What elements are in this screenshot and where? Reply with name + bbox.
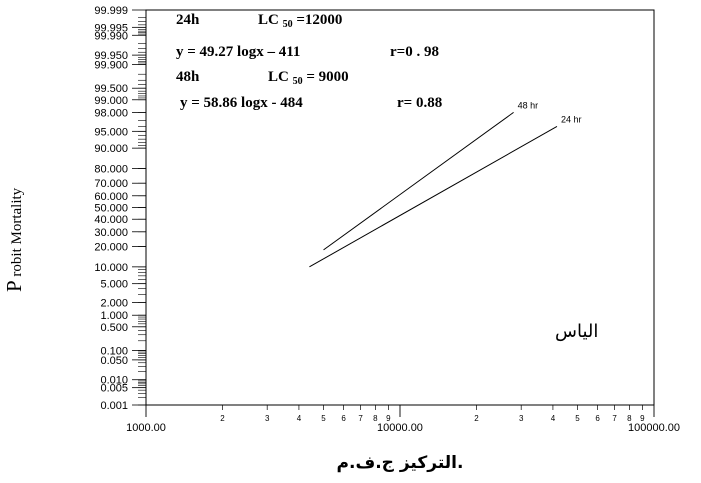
x-minor-tick-label: 7 (358, 414, 363, 423)
y-tick-label: 99.995 (94, 22, 128, 34)
x-axis-label: التركيز ج.ف.م. (337, 453, 464, 473)
y-tick-label: 99.500 (94, 83, 128, 95)
inner-label: الياس (555, 321, 598, 342)
series-label: 48 hr (518, 100, 539, 110)
y-tick-label: 0.100 (100, 346, 128, 358)
y-tick-label: 0.005 (100, 383, 128, 395)
x-minor-tick-label: 2 (220, 414, 225, 423)
series-line (323, 111, 514, 251)
y-tick-label: 80.000 (94, 164, 128, 176)
y-tick-label: 70.000 (94, 178, 128, 190)
x-minor-tick-label: 4 (297, 414, 302, 423)
y-tick-label: 50.000 (94, 203, 128, 215)
y-tick-label: 10.000 (94, 262, 128, 274)
x-minor-tick-label: 5 (575, 414, 580, 423)
x-minor-tick-label: 8 (627, 414, 632, 423)
y-tick-label: 99.000 (94, 95, 128, 107)
x-minor-tick-label: 6 (595, 414, 600, 423)
y-tick-label: 90.000 (94, 143, 128, 155)
y-tick-label: 95.000 (94, 126, 128, 138)
x-minor-tick-label: 9 (386, 414, 391, 423)
annotation-lc-subscript: 50 (293, 76, 303, 87)
annotation-row-48h: 48h LC 50 = 9000 (176, 69, 349, 88)
y-axis-label-rest: robit Mortality (9, 187, 25, 276)
y-tick-label: 60.000 (94, 191, 128, 203)
x-minor-tick-label: 9 (640, 414, 645, 423)
y-tick-label: 99.999 (94, 5, 128, 17)
annotation-lc-prefix: LC (258, 12, 279, 28)
x-minor-tick-label: 4 (551, 414, 556, 423)
y-tick-label: 0.500 (100, 322, 128, 334)
annotation-r-24h: r=0 . 98 (390, 44, 439, 60)
annotation-r-48h: r= 0.88 (397, 95, 442, 111)
y-tick-label: 2.000 (100, 298, 128, 310)
annotation-time: 48h (176, 69, 200, 85)
y-tick-label: 0.050 (100, 355, 128, 367)
annotation-lc-value: = 9000 (306, 69, 348, 85)
series-layer: 48 hr 24 hr (309, 100, 582, 268)
annotation-row-24h: 24h LC 50 =12000 (176, 12, 342, 31)
y-tick-label: 5.000 (100, 279, 128, 291)
x-minor-tick-label: 6 (341, 414, 346, 423)
y-axis-label-initial: P (2, 280, 26, 292)
y-tick-label: 0.010 (100, 375, 128, 387)
plot-frame (145, 9, 655, 406)
x-minor-tick-label: 2 (474, 414, 479, 423)
annotation-lc-prefix: LC (268, 69, 289, 85)
annotation-equation-48h: y = 58.86 logx - 484 (180, 95, 303, 111)
y-tick-label: 99.900 (94, 59, 128, 71)
annotation-block: 24h LC 50 =12000 y = 49.27 logx – 411 r=… (176, 12, 442, 111)
annotation-lc-value: =12000 (296, 12, 342, 28)
x-minor-tick-label: 8 (373, 414, 378, 423)
x-minor-tick-label: 3 (265, 414, 270, 423)
y-tick-label: 0.001 (100, 400, 128, 412)
annotation-lc-subscript: 50 (283, 19, 293, 30)
y-tick-label: 40.000 (94, 214, 128, 226)
x-tick-label: 100000.00 (628, 422, 680, 434)
series-label: 24 hr (561, 114, 582, 124)
y-tick-label: 1.000 (100, 310, 128, 322)
x-tick-label: 10000.00 (377, 422, 423, 434)
y-tick-label: 98.000 (94, 107, 128, 119)
y-tick-label: 99.950 (94, 50, 128, 62)
series-line (309, 125, 558, 268)
x-tick-label: 1000.00 (126, 422, 166, 434)
x-minor-tick-label: 3 (519, 414, 524, 423)
y-axis-label: P robit Mortality (2, 187, 26, 292)
y-tick-label: 30.000 (94, 227, 128, 239)
y-tick-label: 99.990 (94, 30, 128, 42)
x-minor-tick-label: 5 (321, 414, 326, 423)
y-tick-label: 20.000 (94, 241, 128, 253)
annotation-equation-24h: y = 49.27 logx – 411 (176, 44, 300, 60)
annotation-time: 24h (176, 12, 200, 28)
x-minor-tick-label: 7 (612, 414, 617, 423)
x-axis: 1000.00 10000.00 100000.002 3 4 5 6 7 8 9 2 3 4 5 6 7 8 9 (126, 405, 680, 434)
